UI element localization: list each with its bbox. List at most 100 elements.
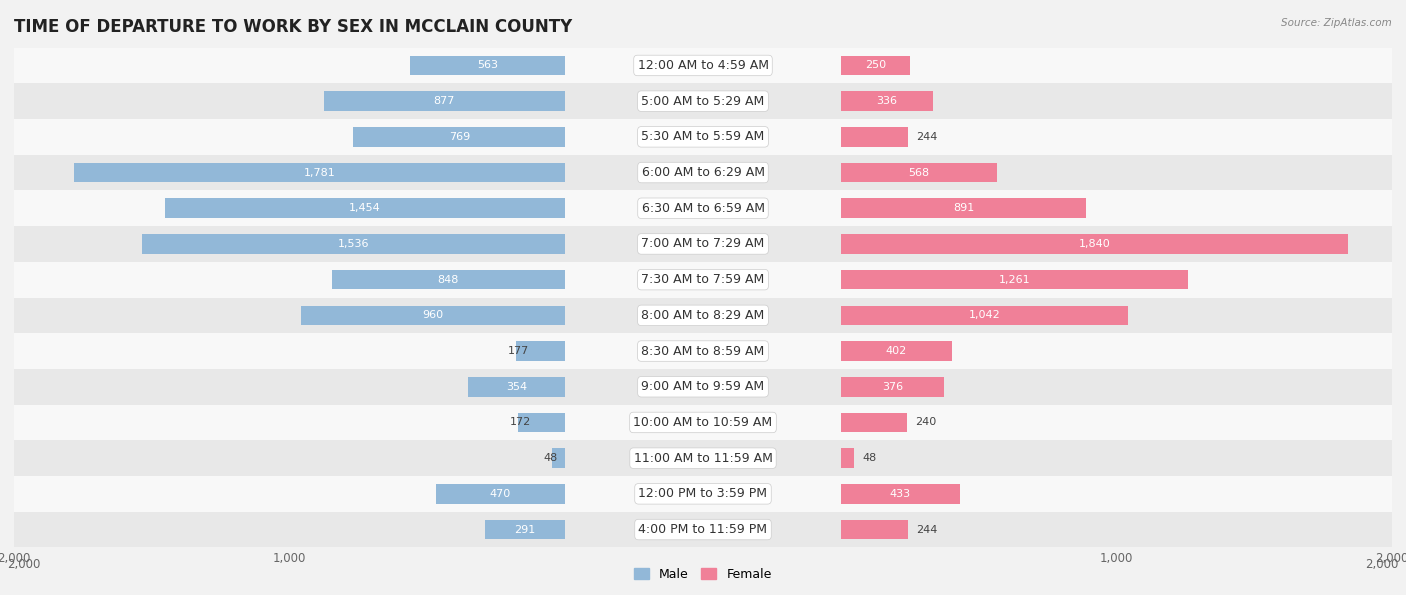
Text: 5:00 AM to 5:29 AM: 5:00 AM to 5:29 AM [641,95,765,108]
Bar [14,405,565,440]
Bar [14,440,565,476]
Text: 470: 470 [489,489,510,499]
Bar [841,56,910,76]
Bar [565,440,841,476]
Text: 240: 240 [915,418,936,427]
Bar [841,226,1392,262]
Text: 336: 336 [876,96,897,106]
Text: 9:00 AM to 9:59 AM: 9:00 AM to 9:59 AM [641,380,765,393]
Text: 960: 960 [422,311,443,320]
Text: 12:00 PM to 3:59 PM: 12:00 PM to 3:59 PM [638,487,768,500]
Text: 1,536: 1,536 [337,239,370,249]
Bar [75,162,565,183]
Text: 877: 877 [433,96,456,106]
Bar [332,270,565,290]
Text: 1,840: 1,840 [1078,239,1111,249]
Bar [841,520,908,540]
Bar [565,405,841,440]
Bar [841,162,997,183]
Bar [565,298,841,333]
Bar [841,262,1392,298]
Bar [841,484,960,503]
Bar [841,199,1087,218]
Bar [565,155,841,190]
Bar [14,369,565,405]
Bar [841,413,907,432]
Text: 1,781: 1,781 [304,168,336,177]
Bar [516,342,565,361]
Text: 5:30 AM to 5:59 AM: 5:30 AM to 5:59 AM [641,130,765,143]
Text: 848: 848 [437,275,458,284]
Text: 177: 177 [508,346,530,356]
Text: 568: 568 [908,168,929,177]
Bar [301,306,565,325]
Bar [841,298,1392,333]
Bar [841,48,1392,83]
Bar [565,262,841,298]
Text: 1,042: 1,042 [969,311,1000,320]
Text: 48: 48 [862,453,876,463]
Text: 291: 291 [515,525,536,534]
Text: 354: 354 [506,382,527,392]
Bar [14,333,565,369]
Text: 12:00 AM to 4:59 AM: 12:00 AM to 4:59 AM [637,59,769,72]
Bar [565,48,841,83]
Bar [565,333,841,369]
Bar [841,512,1392,547]
Bar [14,83,565,119]
Text: 2,000: 2,000 [1365,558,1399,571]
Text: 7:00 AM to 7:29 AM: 7:00 AM to 7:29 AM [641,237,765,250]
Text: 4:00 PM to 11:59 PM: 4:00 PM to 11:59 PM [638,523,768,536]
Text: 433: 433 [890,489,911,499]
Text: 6:00 AM to 6:29 AM: 6:00 AM to 6:29 AM [641,166,765,179]
Bar [485,520,565,540]
Bar [14,226,565,262]
Bar [14,512,565,547]
Bar [841,127,908,147]
Text: 6:30 AM to 6:59 AM: 6:30 AM to 6:59 AM [641,202,765,215]
Bar [411,56,565,76]
Bar [841,190,1392,226]
Bar [841,377,945,397]
Bar [14,119,565,155]
Text: 1,454: 1,454 [349,203,381,213]
Bar [841,119,1392,155]
Text: 8:30 AM to 8:59 AM: 8:30 AM to 8:59 AM [641,345,765,358]
Text: 10:00 AM to 10:59 AM: 10:00 AM to 10:59 AM [634,416,772,429]
Legend: Male, Female: Male, Female [630,563,776,585]
Text: 376: 376 [882,382,903,392]
Bar [436,484,565,503]
Bar [841,449,853,468]
Bar [14,190,565,226]
Text: 402: 402 [886,346,907,356]
Text: 563: 563 [477,61,498,70]
Bar [565,369,841,405]
Bar [553,449,565,468]
Bar [517,413,565,432]
Bar [565,83,841,119]
Bar [841,333,1392,369]
Bar [841,155,1392,190]
Text: 48: 48 [544,453,558,463]
Text: 8:00 AM to 8:29 AM: 8:00 AM to 8:29 AM [641,309,765,322]
Bar [565,190,841,226]
Bar [841,476,1392,512]
Bar [841,270,1188,290]
Bar [165,199,565,218]
Bar [142,234,565,253]
Bar [14,48,565,83]
Text: Source: ZipAtlas.com: Source: ZipAtlas.com [1281,18,1392,28]
Text: 250: 250 [865,61,886,70]
Bar [841,369,1392,405]
Text: 172: 172 [509,418,531,427]
Bar [841,234,1348,253]
Text: 2,000: 2,000 [7,558,41,571]
Bar [841,342,952,361]
Bar [565,119,841,155]
Bar [565,512,841,547]
Text: 891: 891 [953,203,974,213]
Bar [841,306,1128,325]
Bar [841,83,1392,119]
Text: 11:00 AM to 11:59 AM: 11:00 AM to 11:59 AM [634,452,772,465]
Text: TIME OF DEPARTURE TO WORK BY SEX IN MCCLAIN COUNTY: TIME OF DEPARTURE TO WORK BY SEX IN MCCL… [14,18,572,36]
